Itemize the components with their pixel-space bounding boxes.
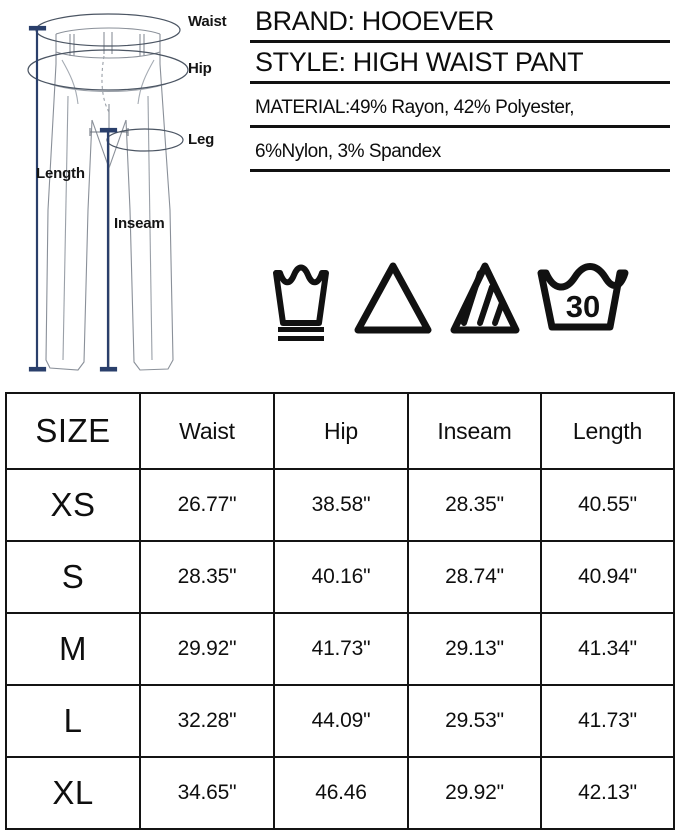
care-symbols-row: 30 bbox=[250, 255, 670, 365]
cell-length-l: 41.73" bbox=[540, 684, 675, 758]
cell-length-xs: 40.55" bbox=[540, 468, 675, 542]
pants-illustration bbox=[27, 13, 189, 372]
diagram-label-waist: Waist bbox=[188, 13, 227, 30]
cell-size-l: L bbox=[5, 684, 141, 758]
material-line-2: 6%Nylon, 3% Spandex bbox=[250, 128, 670, 172]
table-row: XS 26.77" 38.58" 28.35" 40.55" bbox=[5, 468, 675, 542]
size-chart-table-wrapper: SIZE Waist Hip Inseam Length XS 26.77" 3… bbox=[5, 392, 675, 830]
bleach-triangle-icon bbox=[354, 262, 432, 334]
cell-inseam-m: 29.13" bbox=[407, 612, 542, 686]
wash-temperature-label: 30 bbox=[566, 289, 600, 324]
cell-inseam-xl: 29.92" bbox=[407, 756, 542, 830]
table-header-row: SIZE Waist Hip Inseam Length bbox=[5, 392, 675, 470]
diagram-label-hip: Hip bbox=[188, 60, 212, 77]
header-inseam: Inseam bbox=[407, 392, 542, 470]
cell-waist-xs: 26.77" bbox=[139, 468, 275, 542]
cell-length-xl: 42.13" bbox=[540, 756, 675, 830]
table-row: M 29.92" 41.73" 29.13" 41.34" bbox=[5, 612, 675, 686]
table-row: L 32.28" 44.09" 29.53" 41.73" bbox=[5, 684, 675, 758]
cell-hip-xl: 46.46 bbox=[273, 756, 409, 830]
cell-hip-m: 41.73" bbox=[273, 612, 409, 686]
diagram-label-length: Length bbox=[36, 165, 85, 182]
cell-length-s: 40.94" bbox=[540, 540, 675, 614]
cell-size-m: M bbox=[5, 612, 141, 686]
hip-measure-ellipse bbox=[27, 49, 189, 91]
cell-hip-l: 44.09" bbox=[273, 684, 409, 758]
cell-inseam-l: 29.53" bbox=[407, 684, 542, 758]
cell-size-xs: XS bbox=[5, 468, 141, 542]
cell-waist-xl: 34.65" bbox=[139, 756, 275, 830]
material-line-1: MATERIAL:49% Rayon, 42% Polyester, bbox=[250, 84, 670, 128]
cell-inseam-s: 28.74" bbox=[407, 540, 542, 614]
product-info-block: BRAND: HOOEVER STYLE: HIGH WAIST PANT MA… bbox=[250, 0, 670, 250]
table-row: XL 34.65" 46.46 29.92" 42.13" bbox=[5, 756, 675, 830]
cell-waist-l: 32.28" bbox=[139, 684, 275, 758]
cell-length-m: 41.34" bbox=[540, 612, 675, 686]
style-line: STYLE: HIGH WAIST PANT bbox=[250, 43, 670, 84]
cell-hip-s: 40.16" bbox=[273, 540, 409, 614]
waist-measure-ellipse bbox=[35, 13, 181, 47]
cell-size-xl: XL bbox=[5, 756, 141, 830]
size-chart-table: SIZE Waist Hip Inseam Length XS 26.77" 3… bbox=[5, 392, 675, 830]
header-area: Waist Hip Leg Length Inseam BRAND: HOOEV… bbox=[0, 0, 679, 388]
cell-size-s: S bbox=[5, 540, 141, 614]
pants-measurement-diagram: Waist Hip Leg Length Inseam bbox=[0, 0, 245, 388]
wash-tub-30-degrees-icon: 30 bbox=[537, 263, 629, 331]
diagram-label-leg: Leg bbox=[188, 131, 215, 148]
cell-waist-m: 29.92" bbox=[139, 612, 275, 686]
header-hip: Hip bbox=[273, 392, 409, 470]
table-row: S 28.35" 40.16" 28.74" 40.94" bbox=[5, 540, 675, 614]
wash-tub-permanent-press-icon bbox=[273, 264, 329, 341]
diagram-label-inseam: Inseam bbox=[114, 215, 165, 232]
bleach-non-chlorine-triangle-icon bbox=[450, 262, 520, 334]
header-waist: Waist bbox=[139, 392, 275, 470]
brand-line: BRAND: HOOEVER bbox=[250, 2, 670, 43]
cell-waist-s: 28.35" bbox=[139, 540, 275, 614]
header-size: SIZE bbox=[5, 392, 141, 470]
cell-hip-xs: 38.58" bbox=[273, 468, 409, 542]
header-length: Length bbox=[540, 392, 675, 470]
cell-inseam-xs: 28.35" bbox=[407, 468, 542, 542]
